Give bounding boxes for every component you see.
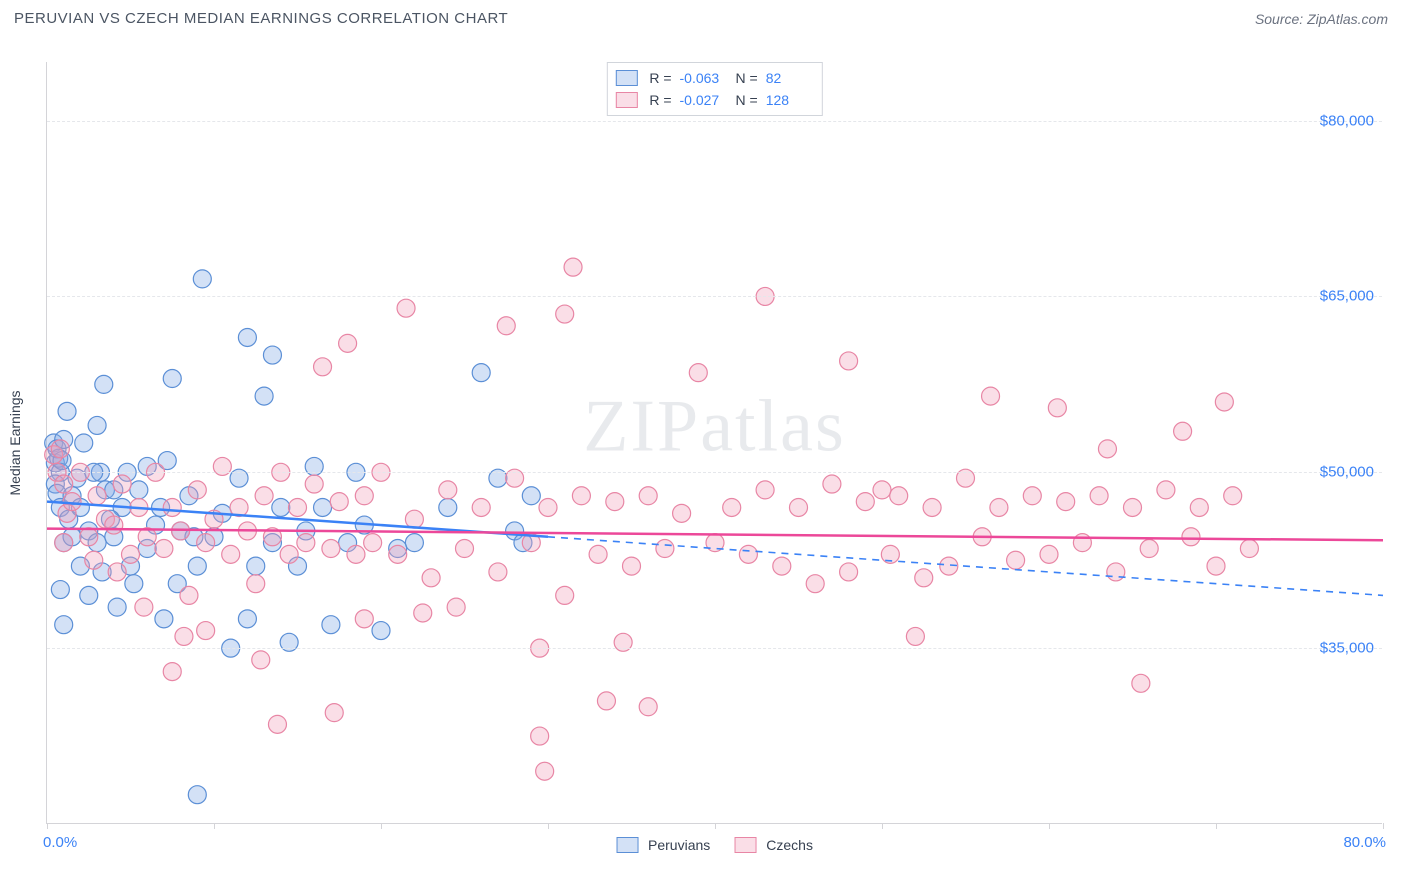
source-label: Source: ZipAtlas.com	[1255, 11, 1388, 27]
legend-label: Czechs	[766, 837, 813, 853]
swatch-icon	[615, 70, 637, 86]
n-value: 128	[766, 89, 814, 111]
swatch-icon	[615, 92, 637, 108]
chart-title: PERUVIAN VS CZECH MEDIAN EARNINGS CORREL…	[14, 10, 508, 27]
y-axis-label: Median Earnings	[7, 390, 23, 495]
n-value: 82	[766, 67, 814, 89]
n-label: N =	[736, 67, 758, 89]
scatter-plot	[47, 62, 1382, 823]
chart-area: Median Earnings ZIPatlas R = -0.063 N = …	[46, 62, 1382, 824]
x-axis-max-label: 80.0%	[1343, 834, 1386, 851]
legend-row: R = -0.063 N = 82	[615, 67, 813, 89]
y-tick-label: $65,000	[1320, 288, 1374, 305]
legend-item: Czechs	[734, 837, 813, 853]
r-label: R =	[649, 89, 671, 111]
y-tick-label: $80,000	[1320, 112, 1374, 129]
x-axis-min-label: 0.0%	[43, 834, 77, 851]
legend-item: Peruvians	[616, 837, 710, 853]
r-value: -0.063	[680, 67, 728, 89]
r-label: R =	[649, 67, 671, 89]
y-tick-label: $50,000	[1320, 464, 1374, 481]
swatch-icon	[616, 837, 638, 853]
r-value: -0.027	[680, 89, 728, 111]
legend-row: R = -0.027 N = 128	[615, 89, 813, 111]
y-tick-label: $35,000	[1320, 640, 1374, 657]
swatch-icon	[734, 837, 756, 853]
n-label: N =	[736, 89, 758, 111]
correlation-legend: R = -0.063 N = 82 R = -0.027 N = 128	[606, 62, 822, 116]
legend-label: Peruvians	[648, 837, 710, 853]
series-legend: Peruvians Czechs	[616, 837, 813, 853]
